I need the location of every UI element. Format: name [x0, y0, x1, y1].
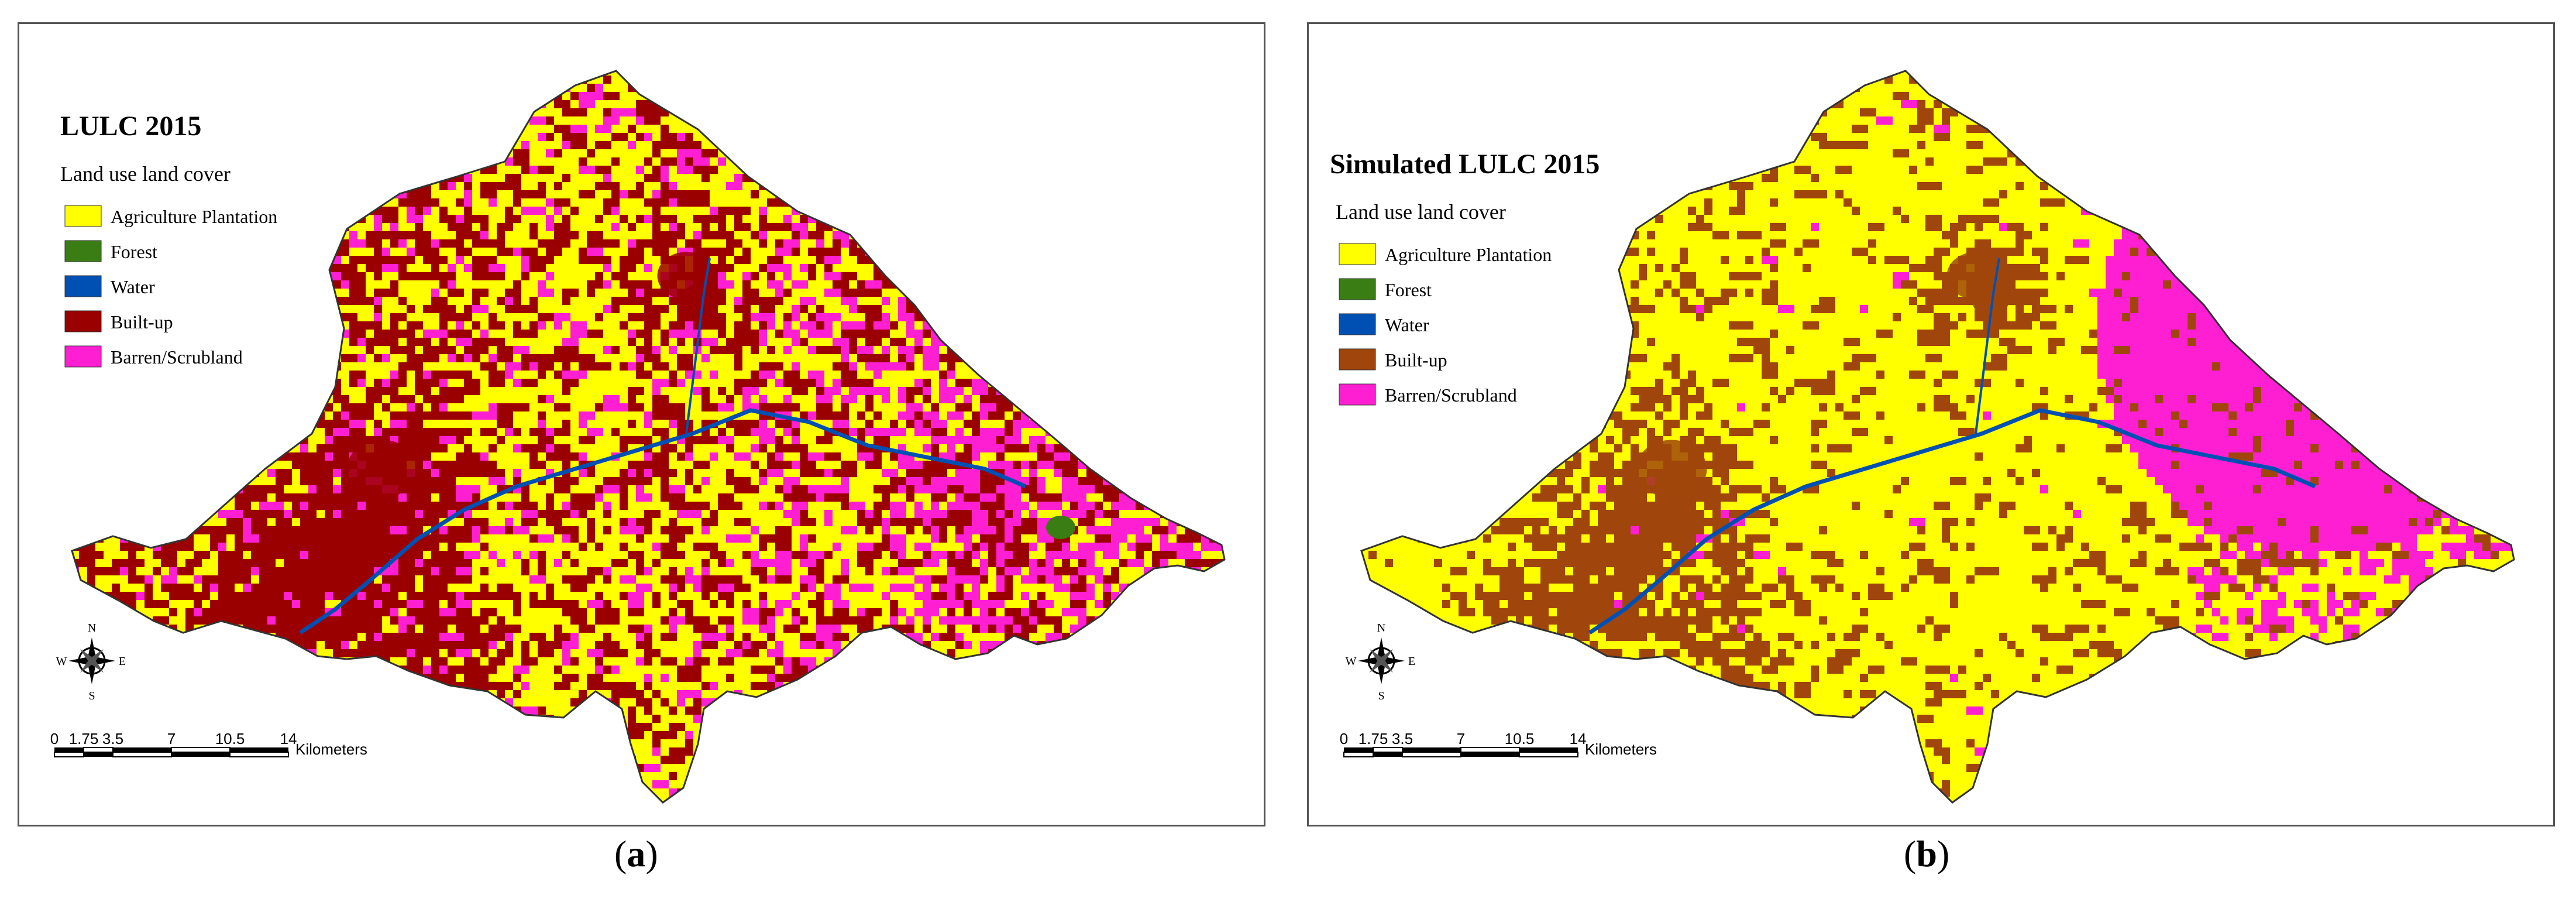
legend-swatch-water — [64, 275, 102, 297]
lulc-mosaic — [72, 71, 1225, 802]
south-label: S — [88, 690, 95, 702]
scale-tick-5: 14 — [280, 730, 297, 747]
legend-label-forest: Forest — [1385, 279, 1432, 300]
caption-letter-b: b — [1916, 833, 1937, 874]
legend-swatch-agriculture — [64, 205, 102, 227]
scale-tick-4: 10.5 — [1505, 730, 1535, 747]
map-panel-b: Simulated LULC 2015 Land use land cover … — [1307, 22, 2555, 826]
legend-heading: Land use land cover — [1336, 200, 1506, 224]
south-label: S — [1378, 690, 1384, 702]
legend-swatch-barren — [64, 345, 102, 368]
map-panel-a: LULC 2015 Land use land cover Agricultur… — [18, 22, 1265, 826]
legend-label-forest: Forest — [111, 241, 157, 262]
scale-tick-0: 0 — [1340, 730, 1348, 747]
scale-tick-0: 0 — [50, 730, 59, 747]
map-title: Simulated LULC 2015 — [1330, 149, 1600, 180]
legend: Agriculture Plantation Forest Water Buil… — [64, 205, 277, 368]
legend-swatch-builtup — [64, 310, 102, 332]
north-label: N — [1377, 622, 1385, 635]
region-outline — [1360, 70, 2515, 804]
map-b-svg: Simulated LULC 2015 Land use land cover … — [1330, 70, 2515, 804]
legend-label-barren: Barren/Scrubland — [111, 347, 243, 368]
legend-label-agriculture: Agriculture Plantation — [111, 206, 277, 227]
legend-swatch-water — [1339, 313, 1376, 335]
legend-swatch-forest — [64, 240, 102, 262]
map-title: LULC 2015 — [60, 111, 201, 142]
scale-tick-1: 1.75 — [1358, 730, 1388, 747]
north-label: N — [88, 622, 96, 635]
legend-label-water: Water — [111, 276, 155, 297]
legend-label-builtup: Built-up — [1385, 349, 1447, 371]
east-label: E — [1408, 655, 1415, 668]
legend-swatch-agriculture — [1339, 243, 1376, 265]
scale-bar: 0 1.75 3.5 7 10.5 14 Kilometers — [50, 730, 367, 758]
scale-tick-2: 3.5 — [1392, 730, 1413, 747]
map-a-svg: LULC 2015 Land use land cover Agricultur… — [50, 70, 1226, 804]
scale-tick-3: 7 — [1457, 730, 1465, 747]
west-label: W — [1346, 655, 1357, 668]
forest-patches — [2343, 421, 2375, 447]
scale-unit: Kilometers — [295, 740, 367, 758]
scale-tick-3: 7 — [167, 730, 176, 747]
legend-label-water: Water — [1385, 314, 1429, 335]
legend-label-agriculture: Agriculture Plantation — [1385, 244, 1552, 265]
caption-a: (a) — [614, 833, 658, 874]
caption-b: (b) — [1904, 833, 1950, 874]
legend-swatch-builtup — [1339, 348, 1376, 371]
north-arrow: N S E W — [1346, 622, 1416, 702]
builtup-hotspots — [346, 252, 720, 498]
legend-label-builtup: Built-up — [111, 311, 173, 332]
legend-swatch-barren — [1339, 383, 1376, 406]
legend-label-barren: Barren/Scrubland — [1385, 385, 1517, 406]
north-arrow: N S E W — [56, 622, 126, 702]
scale-bar-segments — [1343, 747, 1578, 757]
scale-bar: 0 1.75 3.5 7 10.5 14 Kilometers — [1340, 730, 1657, 758]
scale-tick-5: 14 — [1570, 730, 1587, 747]
legend-swatch-forest — [1339, 278, 1376, 300]
scale-tick-4: 10.5 — [215, 730, 245, 747]
scale-tick-1: 1.75 — [69, 730, 99, 747]
region-outline — [71, 70, 1226, 804]
river-water — [299, 408, 1027, 635]
builtup-hotspots — [1636, 252, 2010, 498]
tributary-water — [685, 258, 711, 434]
tributary-water — [1975, 258, 2000, 434]
scale-tick-2: 3.5 — [102, 730, 123, 747]
scale-unit: Kilometers — [1585, 740, 1657, 758]
west-label: W — [56, 655, 67, 668]
east-label: E — [119, 655, 126, 668]
legend: Agriculture Plantation Forest Water Buil… — [1339, 243, 1552, 406]
legend-heading: Land use land cover — [60, 162, 231, 186]
scale-bar-segments — [54, 747, 289, 757]
caption-letter-a: a — [627, 833, 646, 874]
river-water — [1588, 408, 2316, 635]
